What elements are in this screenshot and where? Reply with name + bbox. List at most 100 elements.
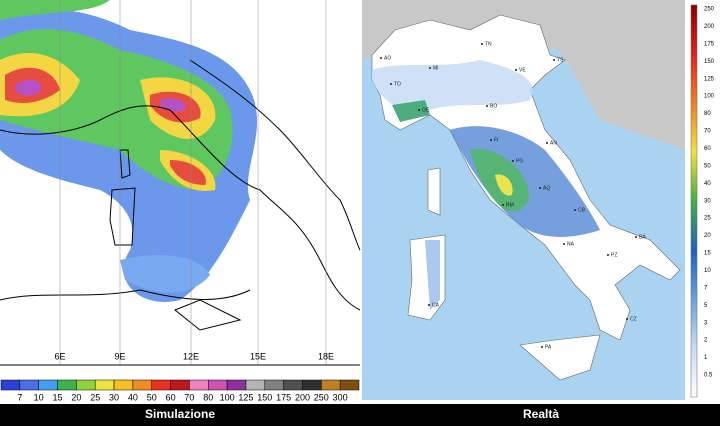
city-label: BA — [639, 234, 646, 240]
city-dot — [546, 142, 548, 144]
city-label: PA — [545, 344, 552, 350]
city-label: TO — [394, 81, 401, 87]
city-dot — [390, 83, 392, 85]
colorbar-label: 7 — [17, 392, 22, 402]
city-label: AN — [550, 140, 557, 146]
city-dot — [481, 43, 483, 45]
city-dot — [515, 69, 517, 71]
city-dot — [553, 59, 555, 61]
colorbar-swatch — [302, 379, 322, 391]
colorbar-label: 175 — [276, 392, 291, 402]
colorbar-label: 15 — [704, 251, 711, 257]
colorbar-swatch — [151, 379, 171, 391]
coastlines — [0, 59, 361, 331]
caption-bar — [0, 404, 720, 426]
right-caption: Realtà — [523, 407, 559, 421]
city-label: PG — [516, 158, 523, 164]
colorbar-swatch — [189, 379, 209, 391]
colorbar-label: 60 — [704, 146, 711, 152]
colorbar-label: 50 — [147, 392, 157, 402]
colorbar-label: 40 — [704, 181, 711, 187]
colorbar-label: 40 — [128, 392, 138, 402]
colorbar-label: 25 — [90, 392, 100, 402]
city-label: PZ — [611, 252, 617, 258]
city-label: GE — [422, 107, 430, 113]
colorbar-swatch — [38, 379, 58, 391]
colorbar-label: 70 — [704, 129, 711, 135]
colorbar-swatch — [321, 379, 341, 391]
city-label: VE — [519, 67, 526, 73]
city-label: NA — [567, 241, 575, 247]
left-colorbar: 7 10 15 20 25 30 40 50 60 70 80 100 125 150 175 200 250 3… — [0, 379, 360, 402]
right-colorbar: 250 200 175 150 125 100 80 70 60 50 40 30 25 20 15 10 7 5… — [690, 4, 715, 398]
colorbar-swatch — [264, 379, 284, 391]
city-dot — [428, 304, 430, 306]
left-caption: Simulazione — [145, 407, 215, 421]
lon-label: 6E — [54, 351, 65, 361]
colorbar-label: 10 — [34, 392, 44, 402]
colorbar-label: 200 — [295, 392, 310, 402]
colorbar-swatch — [226, 379, 247, 391]
colorbar-label: 15 — [53, 392, 63, 402]
colorbar-swatch — [283, 379, 303, 391]
colorbar-label: 125 — [238, 392, 253, 402]
city-label: AQ — [543, 185, 550, 191]
observed-field — [372, 60, 600, 310]
colorbar-swatch — [57, 379, 77, 391]
city-dot — [486, 105, 488, 107]
city-dot — [574, 209, 576, 211]
colorbar-swatch — [0, 379, 21, 391]
city-dot — [490, 139, 492, 141]
colorbar-label: 70 — [184, 392, 194, 402]
city-dot — [380, 57, 382, 59]
city-dot — [563, 243, 565, 245]
city-dot — [541, 346, 543, 348]
city-label: CZ — [630, 316, 637, 322]
colorbar-label: 10 — [704, 268, 711, 274]
colorbar-label: 150 — [704, 59, 715, 65]
colorbar-label: 2 — [704, 338, 708, 344]
colorbar-label: 250 — [314, 392, 329, 402]
city-label: MI — [433, 65, 439, 71]
city-label: TN — [485, 41, 492, 47]
lon-labels: 6E 9E 12E 15E 18E — [54, 351, 334, 361]
colorbar-label: 7 — [704, 285, 708, 291]
city-dot — [539, 187, 541, 189]
city-dot — [635, 236, 637, 238]
colorbar-label: 100 — [704, 94, 715, 100]
colorbar-swatch — [113, 379, 134, 391]
colorbar-label: 125 — [704, 76, 715, 82]
colorbar-swatch — [339, 379, 360, 391]
city-dot — [418, 109, 420, 111]
colorbar-label: 200 — [704, 24, 715, 30]
city-labels: AO TO MI TN VE TS GE BO FI AN PG AQ RM CB NA BA PZ CZ PA CA — [380, 41, 646, 350]
colorbar-swatch — [76, 379, 96, 391]
colorbar-label: 80 — [704, 111, 711, 117]
colorbar-label: 100 — [220, 392, 235, 402]
colorbar-label: 150 — [257, 392, 272, 402]
colorbar-label: 60 — [166, 392, 176, 402]
city-label: TS — [557, 57, 564, 63]
city-label: AO — [384, 55, 391, 61]
colorbar-label: 20 — [71, 392, 81, 402]
city-label: CB — [578, 207, 586, 213]
colorbar-swatch — [19, 379, 39, 391]
colorbar-label: 50 — [704, 163, 711, 169]
colorbar-swatch — [170, 379, 190, 391]
lon-grid — [59, 0, 327, 365]
city-label: RM — [506, 202, 514, 208]
colorbar-label: 30 — [704, 198, 711, 204]
colorbar-label: 1 — [704, 355, 708, 361]
colorbar-swatch — [245, 379, 266, 391]
lon-label: 9E — [114, 351, 125, 361]
colorbar-label: 300 — [333, 392, 348, 402]
city-dot — [607, 254, 609, 256]
colorbar-label: 25 — [704, 216, 711, 222]
city-dot — [502, 204, 504, 206]
colorbar-swatch — [132, 379, 152, 391]
city-label: CA — [432, 302, 440, 308]
colorbar-swatch — [94, 379, 115, 391]
colorbar-label: 5 — [704, 303, 708, 309]
city-dot — [429, 67, 431, 69]
